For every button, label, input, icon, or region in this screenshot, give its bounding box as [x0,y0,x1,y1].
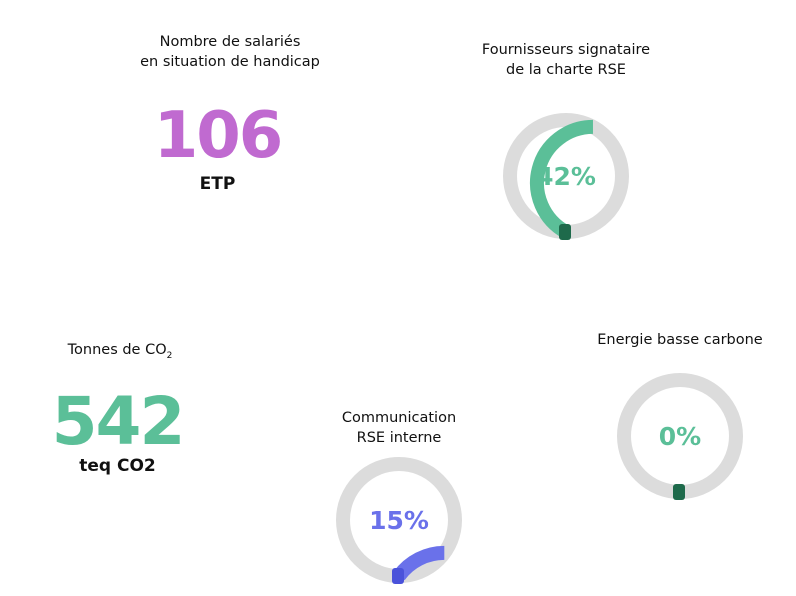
gauge-cap [559,224,571,240]
gauge-communication-label-line2: RSE interne [356,430,442,446]
gauge-suppliers: 42% [503,113,629,240]
co2-label: Tonnes de CO2 [40,340,200,366]
gauge-energy-label: Energie basse carbone [570,330,790,350]
gauge-communication-label: Communication RSE interne [299,408,499,448]
gauge-communication-label-line1: Communication [341,410,457,426]
gauge-communication: 15% [336,457,462,584]
gauge-suppliers-label: Fournisseurs signataire de la charte RSE [446,40,686,80]
co2-label-text: Tonnes de CO [67,342,167,358]
gauge-percent-text: 15% [369,506,429,535]
co2-label-sub: 2 [166,350,173,361]
gauge-percent-text: 42% [536,162,596,191]
gauge-energy-label-line1: Energie basse carbone [597,332,763,348]
co2-unit: teq CO2 [79,456,156,476]
gauge-suppliers-label-line1: Fournisseurs signataire [481,42,651,58]
gauge-cap [392,568,404,584]
handicap-label-line1: Nombre de salariés [159,34,301,50]
handicap-label-line2: en situation de handicap [140,54,320,70]
gauge-cap [673,484,685,500]
handicap-value: 106 [153,99,284,173]
co2-value: 542 [51,383,186,460]
gauge-fill [530,119,594,239]
gauge-suppliers-label-line2: de la charte RSE [506,62,626,78]
gauge-percent-text: 0% [659,422,701,451]
handicap-label: Nombre de salariés en situation de handi… [100,32,360,72]
gauge-energy: 0% [617,373,743,500]
handicap-unit: ETP [199,174,236,194]
